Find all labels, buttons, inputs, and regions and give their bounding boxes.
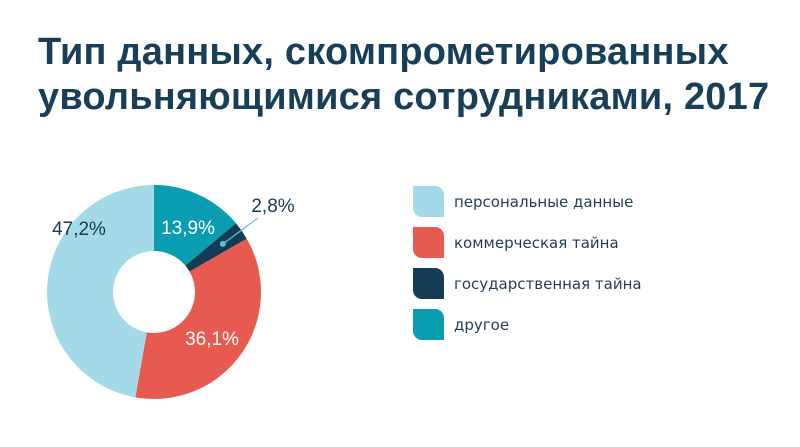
donut-slice xyxy=(135,238,261,399)
slice-value-label: 36,1% xyxy=(185,329,239,350)
legend-item: коммерческая тайна xyxy=(413,227,642,258)
slice-value-label: 2,8% xyxy=(251,196,294,217)
legend-label: другое xyxy=(454,315,510,334)
legend-swatch-icon xyxy=(413,309,444,340)
chart-title-line-1: Тип данных, скомпрометированных xyxy=(38,31,729,73)
legend-label: персональные данные xyxy=(454,192,634,211)
legend-item: персональные данные xyxy=(413,186,642,217)
legend-item: другое xyxy=(413,309,642,340)
chart-title-line-2: увольняющимися сотрудниками, 2017 xyxy=(38,76,770,118)
legend-label: государственная тайна xyxy=(454,274,642,293)
legend-label: коммерческая тайна xyxy=(454,233,619,252)
donut-slice xyxy=(154,185,237,266)
leader-dot xyxy=(219,240,226,247)
donut-slice xyxy=(185,223,247,272)
chart-title: Тип данных, скомпрометированных увольняю… xyxy=(38,30,769,120)
legend-swatch-icon xyxy=(413,227,444,258)
leader-line xyxy=(222,217,259,245)
slice-value-label: 13,9% xyxy=(161,218,215,239)
legend: персональные данные коммерческая тайна г… xyxy=(413,186,642,350)
legend-item: государственная тайна xyxy=(413,268,642,299)
legend-swatch-icon xyxy=(413,268,444,299)
donut-slice xyxy=(47,185,154,398)
slice-value-label: 47,2% xyxy=(52,219,106,240)
legend-swatch-icon xyxy=(413,186,444,217)
